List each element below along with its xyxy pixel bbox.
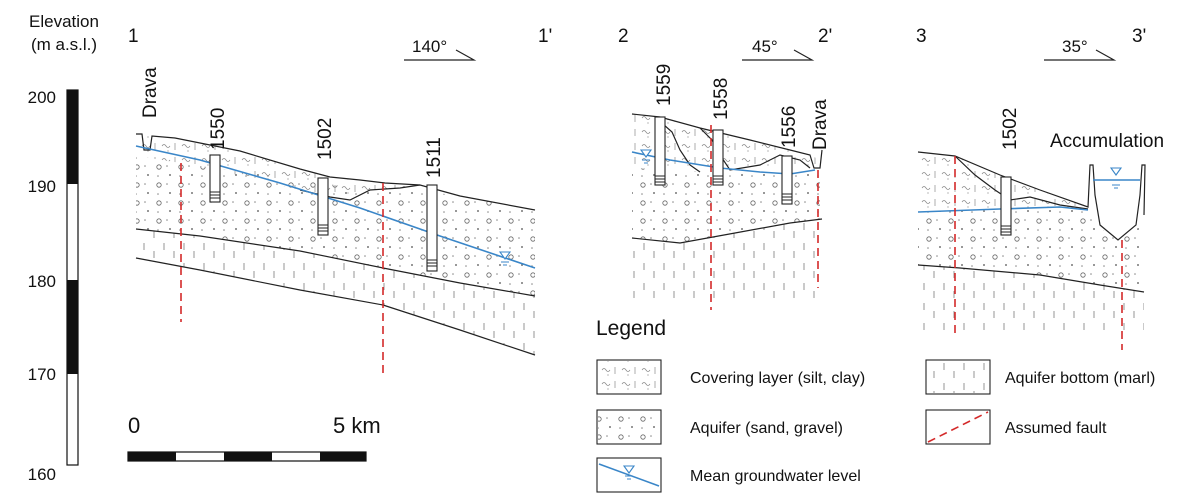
accumulation-label: Accumulation bbox=[1050, 131, 1164, 152]
legend-label: Mean groundwater level bbox=[690, 468, 861, 485]
elevation-bar-segment bbox=[67, 90, 78, 184]
well-label: 1558 bbox=[711, 78, 732, 120]
river-label: Drava bbox=[140, 67, 161, 118]
orientation-indicator: 35° bbox=[1044, 37, 1117, 61]
elevation-tick-label: 200 bbox=[28, 88, 56, 107]
scale-end-label: 5 km bbox=[333, 413, 381, 438]
legend-label: Covering layer (silt, clay) bbox=[690, 370, 865, 387]
groundwater-level bbox=[917, 206, 1089, 213]
section-start-label: 3 bbox=[916, 26, 927, 47]
groundwater-symbol bbox=[498, 251, 512, 266]
well-1502: 1502 bbox=[315, 118, 336, 236]
orientation-label: 45° bbox=[752, 37, 778, 56]
well-1502: 1502 bbox=[1000, 108, 1021, 236]
legend-item-groundwater: Mean groundwater level bbox=[596, 457, 861, 493]
elevation-axis-unit: (m a.s.l.) bbox=[31, 35, 97, 54]
well-1550: 1550 bbox=[208, 108, 229, 203]
orientation-indicator: 45° bbox=[742, 37, 815, 61]
aquifer-layer bbox=[632, 168, 820, 243]
scale-bar: 0 5 km bbox=[127, 413, 381, 462]
orientation-label: 140° bbox=[412, 37, 447, 56]
well-label: 1559 bbox=[654, 64, 675, 106]
legend-item-assumed-fault: Assumed fault bbox=[925, 409, 1107, 445]
section-end-label: 1' bbox=[538, 26, 552, 47]
aquifer-layer bbox=[918, 208, 1144, 292]
elevation-tick-label: 170 bbox=[28, 365, 56, 384]
section-end-label: 2' bbox=[818, 26, 832, 47]
groundwater-symbol bbox=[639, 149, 653, 164]
section-end-label: 3' bbox=[1132, 26, 1146, 47]
section-start-label: 2 bbox=[618, 26, 629, 47]
river-label: Drava bbox=[810, 99, 831, 150]
covering-layer bbox=[632, 114, 820, 172]
well-label: 1556 bbox=[779, 106, 800, 148]
elevation-tick-label: 180 bbox=[28, 272, 56, 291]
scale-start-label: 0 bbox=[128, 413, 140, 438]
well-label: 1550 bbox=[208, 108, 229, 150]
groundwater-symbol bbox=[1109, 167, 1123, 189]
legend-label: Aquifer bottom (marl) bbox=[1005, 370, 1155, 387]
section-start-label: 1 bbox=[128, 26, 139, 47]
marl-layer bbox=[632, 219, 820, 300]
orientation-label: 35° bbox=[1062, 37, 1088, 56]
section-1: 1 1' 140° 1550 1502 bbox=[128, 26, 552, 375]
well-label: 1511 bbox=[424, 137, 445, 178]
well-1558: 1558 bbox=[711, 78, 732, 186]
legend-item-aquifer-bottom: Aquifer bottom (marl) bbox=[925, 359, 1155, 395]
well-1559: 1559 bbox=[654, 64, 675, 186]
elevation-tick-label: 160 bbox=[28, 465, 56, 484]
section-3: 3 3' 35° 1502 Accumulation bbox=[916, 26, 1164, 350]
legend-item-aquifer: Aquifer (sand, gravel) bbox=[596, 409, 843, 445]
section-2: 2 2' 45° 1559 1558 bbox=[618, 26, 832, 310]
covering-layer bbox=[136, 134, 420, 197]
orientation-indicator: 140° bbox=[404, 37, 477, 61]
marl-layer bbox=[136, 229, 535, 355]
legend-label: Aquifer (sand, gravel) bbox=[690, 420, 843, 437]
legend-label: Assumed fault bbox=[1005, 420, 1107, 437]
well-1511: 1511 bbox=[424, 137, 445, 272]
marl-layer bbox=[918, 265, 1144, 330]
legend-title: Legend bbox=[596, 317, 666, 340]
well-label: 1502 bbox=[315, 118, 336, 160]
elevation-tick-label: 190 bbox=[28, 177, 56, 196]
well-label: 1502 bbox=[1000, 108, 1021, 150]
legend-item-covering-layer: Covering layer (silt, clay) bbox=[596, 359, 865, 395]
elevation-axis: Elevation (m a.s.l.) 200 190 180 170 160 bbox=[28, 12, 99, 484]
elevation-axis-title: Elevation bbox=[29, 12, 99, 31]
elevation-bar-segment bbox=[67, 280, 78, 374]
well-1556: 1556 bbox=[779, 106, 800, 205]
legend: Legend Covering layer (silt, clay) Aquif… bbox=[596, 317, 1155, 493]
